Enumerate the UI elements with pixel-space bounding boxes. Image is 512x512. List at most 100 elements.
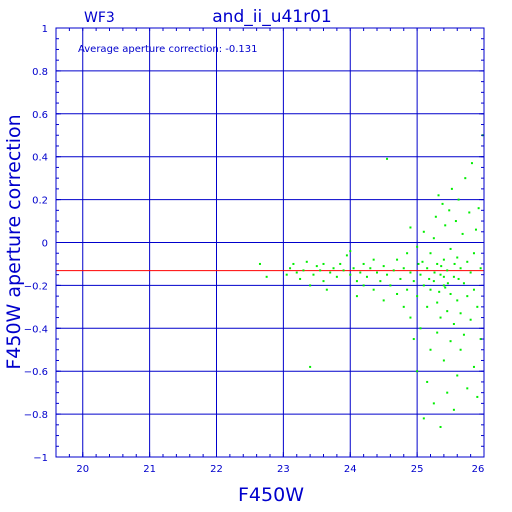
data-point [462,282,465,285]
data-point [468,211,471,214]
data-point [421,260,424,263]
data-point [369,267,372,270]
data-point [459,312,462,315]
data-point [299,277,302,280]
y-tick-label: −0.2 [24,281,48,292]
data-point [446,310,449,313]
data-point [432,402,435,405]
data-point [454,220,457,223]
data-point [322,280,325,283]
data-point [412,280,415,283]
data-point [452,323,455,326]
chip-label: WF3 [84,10,115,26]
data-point [459,348,462,351]
data-point [444,224,447,227]
data-point [406,252,409,255]
data-point [409,316,412,319]
data-point [439,425,442,428]
y-tick-label: −0.8 [24,410,48,421]
data-point [325,288,328,291]
data-point [448,209,451,212]
data-point [462,333,465,336]
data-point [476,395,479,398]
x-tick-label: 25 [411,464,424,475]
data-point [441,202,444,205]
data-point [457,277,460,280]
data-point [453,262,456,265]
chart-title: and_ii_u41r01 [212,7,331,27]
data-point [362,262,365,265]
data-point [442,359,445,362]
data-point [444,286,447,289]
data-point [464,177,467,180]
data-point [479,338,482,341]
data-point [355,280,358,283]
data-point [412,338,415,341]
data-point [416,245,419,248]
data-point [422,417,425,420]
data-point [428,277,431,280]
data-point [258,262,261,265]
data-point [446,269,449,272]
data-point [459,267,462,270]
y-tick-label: −1 [33,453,48,464]
data-point [295,271,298,274]
data-point [469,318,472,321]
data-point [359,271,362,274]
data-point [329,271,332,274]
data-point [312,273,315,276]
average-annotation: Average aperture correction: -0.131 [78,44,258,55]
tick-labels: 20 21 22 23 24 25 26 −1 −0.8 −0.6 −0.4 −0.2 0 0.2 0.4 0… [24,24,485,475]
data-point [322,262,325,265]
data-point [457,198,460,201]
data-point [419,273,422,276]
data-point [319,269,322,272]
data-point [342,269,345,272]
data-point [450,187,453,190]
data-point [379,280,382,283]
data-point [466,387,469,390]
data-point [479,267,482,270]
data-point [472,365,475,368]
data-point [372,258,375,261]
data-point [409,271,412,274]
data-point [305,260,308,263]
data-point [399,277,402,280]
data-point [433,271,436,274]
data-point [416,295,419,298]
y-tick-label: 0 [42,239,48,250]
data-point [439,316,442,319]
data-point [476,305,479,308]
data-point [315,265,318,268]
data-point [392,269,395,272]
data-point [440,265,443,268]
x-tick-label: 20 [76,464,89,475]
x-tick-label: 23 [277,464,290,475]
data-point [349,250,352,253]
data-point [332,267,335,270]
data-point [446,391,449,394]
data-point [426,267,429,270]
x-tick-label: 21 [143,464,156,475]
data-point [472,252,475,255]
data-point [461,232,464,235]
data-point [285,273,288,276]
data-point [426,380,429,383]
data-point [429,348,432,351]
data-point [406,288,409,291]
data-point [426,305,429,308]
x-tick-label: 22 [210,464,223,475]
data-point [466,295,469,298]
data-point [469,271,472,274]
y-tick-label: 0.6 [32,110,48,121]
y-tick-label: −0.4 [24,324,48,335]
y-axis-label: F450W aperture correction [3,114,25,369]
data-point [402,305,405,308]
y-tick-label: 0.8 [32,67,48,78]
data-point [456,256,459,259]
x-tick-label: 26 [472,464,485,475]
data-point [409,226,412,229]
data-points [258,134,484,428]
data-point [386,157,389,160]
data-point [429,252,432,255]
